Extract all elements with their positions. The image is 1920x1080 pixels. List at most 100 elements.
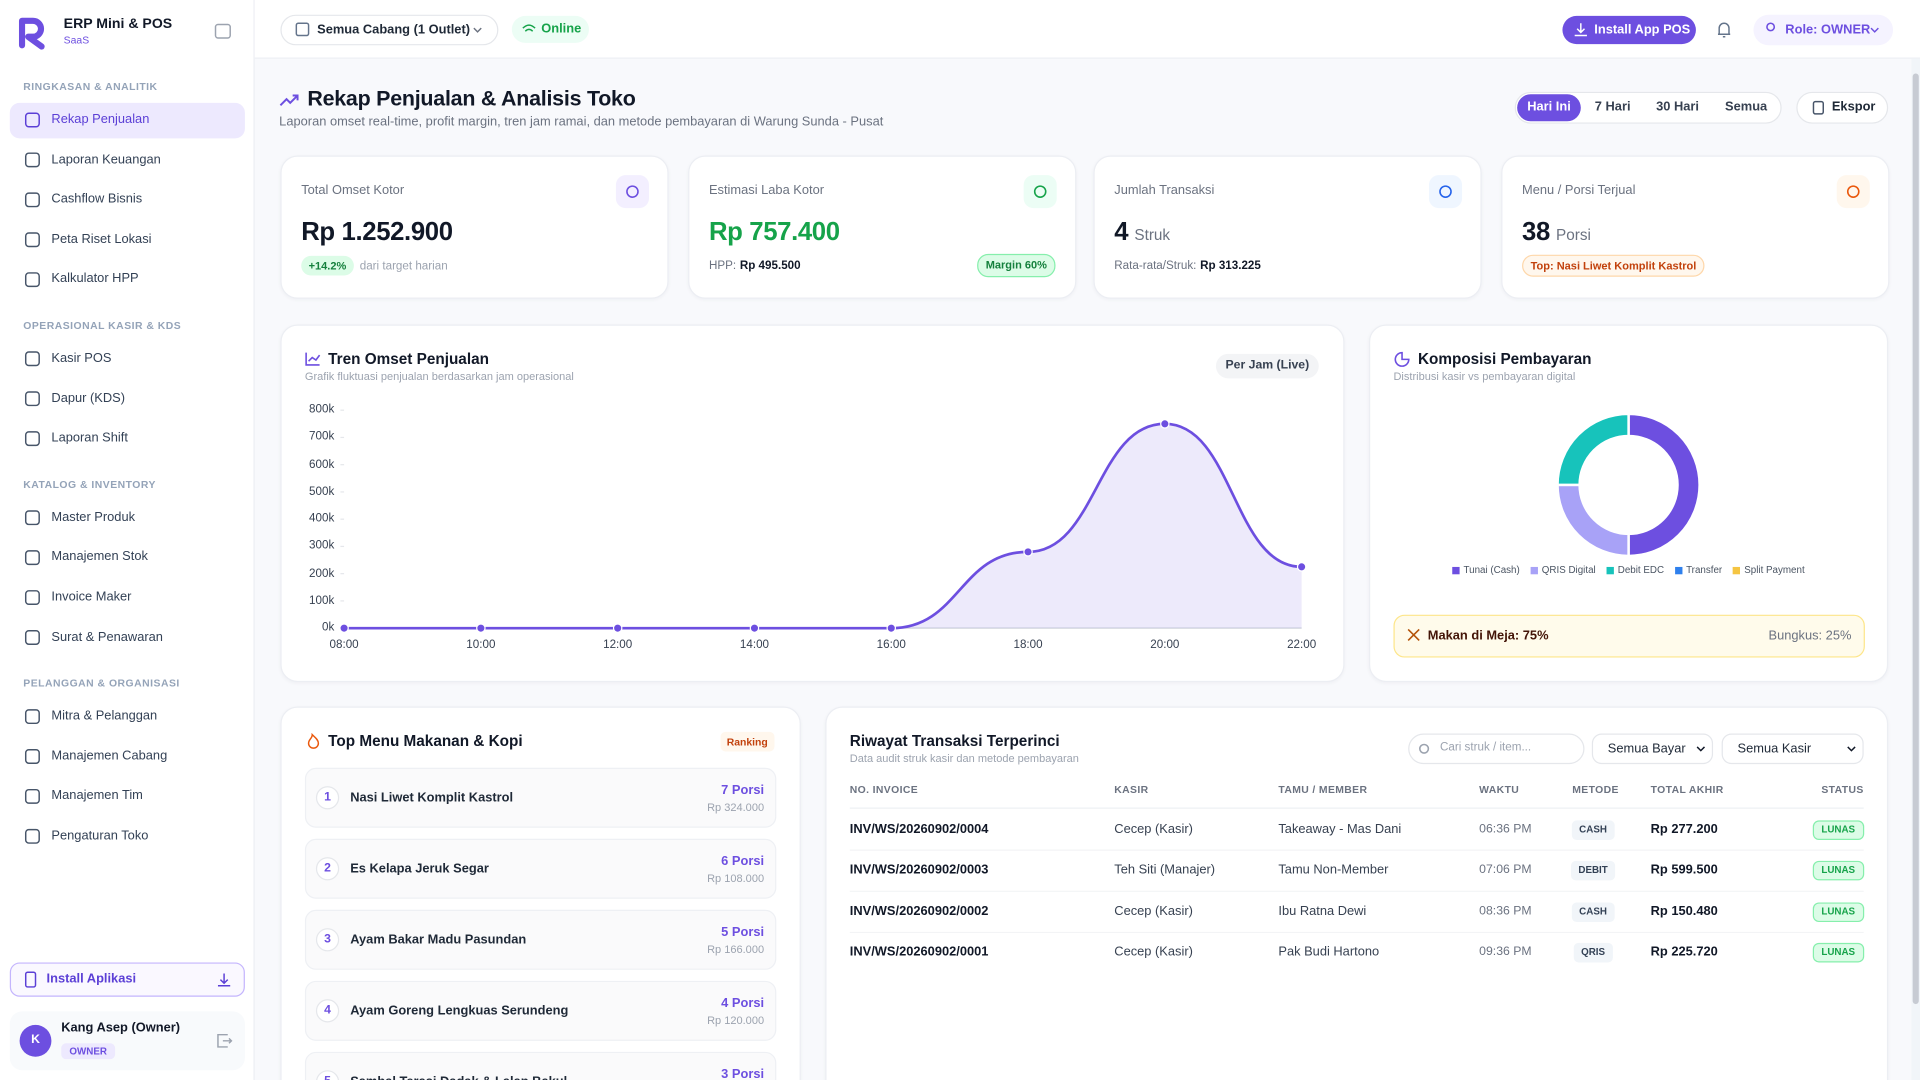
y-tick-label: 600k bbox=[309, 457, 335, 471]
legend-item[interactable]: Tunai (Cash) bbox=[1452, 564, 1520, 576]
legend-item[interactable]: Split Payment bbox=[1733, 564, 1805, 576]
legend-item[interactable]: Debit EDC bbox=[1606, 564, 1664, 576]
rank-number: 1 bbox=[324, 790, 331, 804]
legend-item[interactable]: Transfer bbox=[1675, 564, 1722, 576]
nav-heading: PELANGGAN & ORGANISASI bbox=[23, 676, 180, 690]
menu-revenue: Rp 166.000 bbox=[707, 943, 765, 956]
nav-item[interactable]: Invoice Maker bbox=[51, 589, 132, 605]
method-pill: CASH bbox=[1571, 902, 1615, 922]
rank-circle bbox=[315, 786, 340, 810]
customer-cell: Takeaway - Mas Dani bbox=[1278, 821, 1402, 837]
nav-item[interactable]: Mitra & Pelanggan bbox=[51, 708, 158, 724]
range-option[interactable]: 30 Hari bbox=[1656, 99, 1699, 115]
chart-badge bbox=[1215, 353, 1319, 379]
nav-item[interactable]: Cashflow Bisnis bbox=[51, 191, 143, 207]
nav-item[interactable]: Peta Riset Lokasi bbox=[51, 231, 152, 247]
nav-item[interactable]: Laporan Keuangan bbox=[51, 151, 161, 167]
nav-item[interactable]: Kasir POS bbox=[51, 350, 112, 366]
chart-badge-label: Per Jam (Live) bbox=[1225, 358, 1310, 372]
menu-qty: 3 Porsi bbox=[721, 1067, 765, 1080]
x-tick-label: 18:00 bbox=[1013, 638, 1043, 652]
chart-subtitle: Distribusi kasir vs pembayaran digital bbox=[1393, 370, 1576, 383]
filter-label: Semua Bayar bbox=[1607, 740, 1686, 756]
transactions-card bbox=[825, 706, 1889, 1080]
filter-select[interactable] bbox=[1721, 733, 1864, 765]
role-select[interactable] bbox=[1753, 14, 1894, 46]
export-label: Ekspor bbox=[1831, 99, 1876, 115]
dine-in-label: Makan di Meja: 75% bbox=[1427, 628, 1549, 643]
kpi-value-row: 4 Struk bbox=[1114, 218, 1170, 247]
menu-item[interactable] bbox=[304, 767, 777, 828]
filter-select[interactable] bbox=[1591, 733, 1714, 765]
nav-item[interactable]: Rekap Penjualan bbox=[51, 111, 150, 127]
nav-item[interactable]: Laporan Shift bbox=[51, 430, 128, 446]
nav-item[interactable]: Pengaturan Toko bbox=[51, 828, 149, 843]
invoice-cell[interactable]: INV/WS/20260902/0001 bbox=[849, 944, 989, 960]
cashier-cell: Cecep (Kasir) bbox=[1114, 903, 1193, 919]
nav-item[interactable]: Surat & Penawaran bbox=[51, 629, 163, 645]
nav-item[interactable]: Dapur (KDS) bbox=[51, 390, 126, 406]
invoice-cell[interactable]: INV/WS/20260902/0003 bbox=[849, 862, 989, 878]
kpi-label: Menu / Porsi Terjual bbox=[1522, 182, 1636, 198]
nav-item[interactable]: Manajemen Stok bbox=[51, 549, 148, 565]
legend-item[interactable]: QRIS Digital bbox=[1530, 564, 1596, 576]
menu-item[interactable] bbox=[304, 980, 777, 1041]
range-option[interactable]: Hari Ini bbox=[1527, 99, 1571, 115]
legend-swatch bbox=[1733, 566, 1741, 574]
kpi-value: 38 bbox=[1522, 217, 1550, 247]
card-subtitle: Data audit struk kasir dan metode pembay… bbox=[849, 751, 1079, 764]
user-name: Kang Asep (Owner) bbox=[61, 1020, 181, 1036]
search-input[interactable] bbox=[1408, 733, 1585, 765]
x-tick-label: 16:00 bbox=[876, 638, 906, 652]
cashier-cell: Cecep (Kasir) bbox=[1114, 944, 1193, 960]
avatar bbox=[19, 1024, 52, 1057]
nav-heading: OPERASIONAL KASIR & KDS bbox=[23, 319, 182, 332]
nav-item[interactable]: Manajemen Tim bbox=[51, 788, 143, 804]
column-header: STATUS bbox=[1821, 783, 1864, 796]
kpi-icon-bg bbox=[615, 175, 649, 209]
cashier-cell: Teh Siti (Manajer) bbox=[1114, 862, 1216, 878]
menu-revenue: Rp 108.000 bbox=[707, 872, 765, 885]
rank-circle bbox=[315, 999, 340, 1023]
invoice-cell[interactable]: INV/WS/20260902/0004 bbox=[849, 821, 989, 837]
status-pill: LUNAS bbox=[1812, 902, 1864, 922]
nav-item[interactable]: Manajemen Cabang bbox=[51, 748, 168, 764]
y-tick-label: 100k bbox=[309, 593, 335, 608]
range-option[interactable]: Semua bbox=[1725, 99, 1768, 115]
install-app-button[interactable] bbox=[9, 962, 245, 997]
y-tick-label: 500k bbox=[309, 484, 335, 499]
export-button[interactable] bbox=[1796, 91, 1889, 124]
menu-item[interactable] bbox=[304, 838, 777, 899]
time-cell: 09:36 PM bbox=[1479, 945, 1532, 959]
range-active-bg bbox=[1517, 94, 1581, 122]
nav-item[interactable]: Master Produk bbox=[51, 509, 136, 525]
kpi-icon-bg bbox=[1023, 175, 1057, 209]
nav-active-bg bbox=[9, 102, 245, 138]
menu-item[interactable] bbox=[304, 909, 777, 970]
y-tick-label: 0k bbox=[321, 620, 335, 635]
range-option[interactable]: 7 Hari bbox=[1594, 99, 1631, 115]
kpi-value-row: 38 Porsi bbox=[1522, 218, 1591, 247]
menu-item[interactable] bbox=[304, 1051, 777, 1080]
kpi-note-value: Rp 313.225 bbox=[1200, 258, 1261, 273]
column-header: METODE bbox=[1572, 783, 1619, 796]
nav-item[interactable]: Kalkulator HPP bbox=[51, 271, 139, 287]
legend-label: Tunai (Cash) bbox=[1463, 564, 1520, 576]
kpi-icon-bg bbox=[1428, 175, 1463, 209]
invoice-cell[interactable]: INV/WS/20260902/0002 bbox=[849, 903, 989, 919]
notification-button[interactable] bbox=[1711, 16, 1738, 43]
kpi-value: Rp 1.252.900 bbox=[301, 217, 453, 247]
nav-heading: KATALOG & INVENTORY bbox=[23, 478, 156, 491]
menu-name: Sambal Terasi Dadak & Lalap Bakul bbox=[350, 1074, 567, 1080]
user-role: OWNER bbox=[69, 1045, 107, 1057]
kpi-note: dari target harian bbox=[359, 258, 448, 273]
page-title: Rekap Penjualan & Analisis Toko bbox=[307, 85, 636, 111]
menu-name: Ayam Bakar Madu Pasundan bbox=[350, 931, 527, 947]
kpi-note-row: Top: Nasi Liwet Komplit Kastrol bbox=[1522, 254, 1705, 277]
page-subtitle: Laporan omset real-time, profit margin, … bbox=[279, 114, 884, 130]
status-pill: LUNAS bbox=[1812, 819, 1864, 840]
branch-select[interactable] bbox=[280, 14, 499, 46]
column-header: TAMU / MEMBER bbox=[1278, 783, 1368, 796]
x-tick-label: 12:00 bbox=[603, 638, 633, 652]
